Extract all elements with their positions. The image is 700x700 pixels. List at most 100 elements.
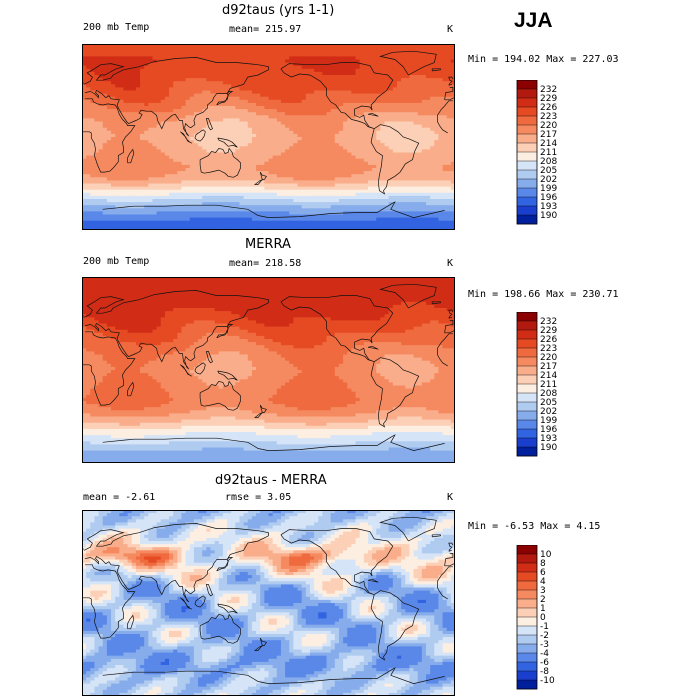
map-cell	[326, 186, 332, 191]
map-cell	[94, 174, 100, 178]
map-cell	[164, 84, 170, 88]
map-cell	[301, 140, 307, 144]
map-cell	[169, 56, 174, 61]
map-cell	[442, 180, 448, 185]
map-cell	[239, 78, 245, 82]
map-cell	[380, 47, 386, 51]
map-cell	[355, 174, 361, 178]
map-cell	[260, 102, 265, 107]
map-cell	[314, 102, 319, 107]
map-cell	[251, 130, 257, 135]
map-cell	[401, 208, 406, 212]
map-cell	[189, 93, 195, 98]
map-cell	[256, 84, 261, 88]
map-cell	[231, 171, 236, 175]
map-cell	[413, 102, 419, 107]
map-cell	[446, 112, 452, 116]
map-cell	[239, 121, 245, 126]
map-cell	[193, 78, 199, 82]
map-cell	[243, 161, 249, 166]
map-cell	[409, 168, 415, 172]
map-cell	[396, 99, 402, 104]
map-cell	[135, 75, 141, 79]
map-cell	[268, 177, 274, 181]
map-cell	[351, 127, 357, 132]
map-cell	[396, 115, 402, 119]
map-cell	[115, 56, 120, 61]
map-cell	[111, 199, 116, 203]
map-cell	[430, 192, 435, 197]
map-cell	[98, 130, 104, 135]
map-cell	[193, 90, 199, 95]
map-cell	[131, 121, 137, 126]
map-cell	[251, 78, 257, 82]
map-cell	[450, 112, 455, 116]
map-cell	[359, 44, 365, 48]
map-cell	[409, 146, 415, 150]
map-cell	[446, 53, 452, 57]
map-cell	[351, 155, 357, 160]
map-cell	[235, 93, 241, 98]
map-cell	[189, 180, 195, 185]
map-cell	[405, 118, 411, 123]
map-cell	[214, 99, 220, 104]
map-cell	[189, 50, 195, 54]
map-cell	[314, 71, 319, 76]
map-cell	[351, 133, 357, 138]
map-cell	[276, 155, 282, 160]
map-cell	[239, 90, 245, 95]
map-cell	[235, 192, 241, 197]
map-cell	[202, 183, 207, 188]
map-cell	[326, 87, 332, 92]
map-cell	[347, 149, 352, 154]
map-cell	[326, 164, 332, 169]
map-cell	[239, 118, 245, 123]
map-cell	[347, 84, 352, 88]
map-cell	[314, 118, 319, 123]
map-cell	[152, 186, 158, 191]
map-cell	[392, 180, 398, 185]
map-cell	[135, 124, 141, 129]
map-cell	[106, 59, 112, 64]
map-cell	[409, 152, 415, 157]
map-cell	[256, 87, 261, 92]
map-cell	[384, 158, 390, 163]
map-cell	[239, 202, 245, 206]
map-cell	[264, 140, 270, 144]
map-cell	[86, 192, 91, 197]
map-cell	[297, 211, 303, 216]
map-cell	[181, 177, 187, 181]
map-cell	[405, 56, 411, 61]
map-cell	[173, 192, 178, 197]
map-cell	[322, 195, 328, 200]
map-cell	[438, 140, 444, 144]
map-cell	[160, 56, 166, 61]
map-cell	[347, 68, 352, 73]
map-cell	[123, 78, 129, 82]
map-cell	[148, 155, 154, 160]
map-cell	[115, 62, 120, 67]
map-cell	[202, 56, 207, 61]
map-cell	[202, 164, 207, 169]
map-cell	[156, 106, 162, 110]
map-cell	[235, 78, 241, 82]
map-cell	[164, 146, 170, 150]
map-cell	[247, 53, 253, 57]
map-cell	[243, 65, 249, 70]
map-cell	[94, 71, 100, 76]
map-cell	[285, 121, 290, 126]
map-cell	[106, 195, 112, 200]
map-cell	[305, 81, 311, 85]
map-cell	[231, 174, 236, 178]
map-cell	[405, 59, 411, 64]
map-cell	[442, 84, 448, 88]
map-cell	[376, 115, 381, 119]
map-cell	[380, 81, 386, 85]
map-cell	[231, 168, 236, 172]
map-cell	[326, 93, 332, 98]
map-cell	[243, 87, 249, 92]
map-cell	[450, 59, 455, 64]
map-cell	[106, 112, 112, 116]
map-cell	[185, 146, 191, 150]
map-cell	[160, 121, 166, 126]
